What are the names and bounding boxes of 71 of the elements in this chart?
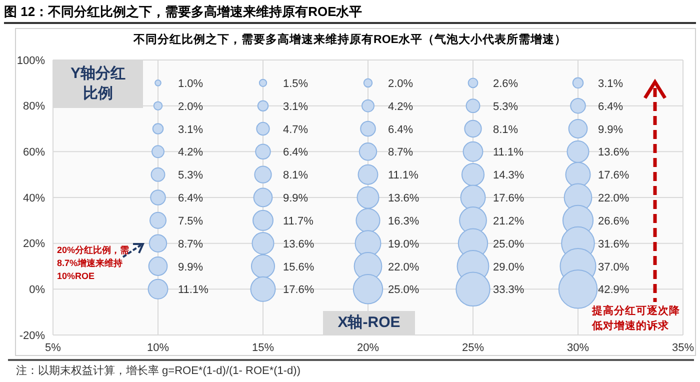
data-label: 8.7% xyxy=(178,238,204,250)
data-label: 8.7% xyxy=(388,146,414,159)
y-tick-label: 20% xyxy=(22,238,46,250)
data-label: 4.2% xyxy=(388,100,414,113)
y-tick-label: 100% xyxy=(16,54,46,67)
data-label: 22.0% xyxy=(388,261,420,274)
chart-subtitle: 不同分红比例之下，需要多高增速来维持原有ROE水平（气泡大小代表所需增速） xyxy=(132,32,568,47)
data-label: 25.0% xyxy=(388,284,420,296)
data-label: 22.0% xyxy=(598,192,630,204)
data-label: 1.5% xyxy=(283,78,308,90)
y-tick-label: 80% xyxy=(22,100,46,113)
data-label: 5.3% xyxy=(493,100,518,113)
data-label: 13.6% xyxy=(283,238,314,250)
data-label: 8.1% xyxy=(283,170,308,182)
x-tick-label: 35% xyxy=(672,342,694,354)
data-label: 9.9% xyxy=(283,192,308,204)
data-label: 8.1% xyxy=(493,124,518,136)
y-axis-title: Y轴分红比例 xyxy=(53,60,143,108)
data-label: 29.0% xyxy=(493,261,524,274)
x-tick-label: 25% xyxy=(462,342,484,354)
annotation: 提高分红可逐次降低对增速的诉求 xyxy=(592,304,681,334)
data-label: 3.1% xyxy=(283,100,308,113)
data-label: 6.4% xyxy=(283,146,308,159)
data-label: 42.9% xyxy=(598,284,630,296)
data-label: 37.0% xyxy=(598,261,630,274)
data-label: 3.1% xyxy=(178,124,204,136)
data-label: 3.1% xyxy=(598,78,624,90)
y-tick-label: 0% xyxy=(29,284,46,296)
data-label: 6.4% xyxy=(598,100,624,113)
data-label: 21.2% xyxy=(493,215,524,228)
data-label: 31.6% xyxy=(598,238,630,250)
x-tick-label: 30% xyxy=(566,342,590,354)
data-label: 15.6% xyxy=(283,261,314,274)
y-tick-label: -20% xyxy=(19,330,46,342)
chart-title: 图 12：不同分红比例之下，需要多高增速来维持原有ROE水平 xyxy=(4,3,362,21)
data-label: 16.3% xyxy=(388,215,420,228)
data-label: 9.9% xyxy=(178,261,204,274)
data-label: 17.6% xyxy=(283,284,314,296)
y-tick-label: 60% xyxy=(22,146,46,159)
annotation: 20%分红比例，需8.7%增速来维持10%ROE xyxy=(57,244,130,284)
x-tick-label: 15% xyxy=(252,342,274,354)
data-label: 19.0% xyxy=(388,238,420,250)
data-label: 17.6% xyxy=(598,170,630,182)
data-label: 6.4% xyxy=(178,192,204,204)
data-label: 2.6% xyxy=(493,78,518,90)
data-label: 11.1% xyxy=(178,284,209,296)
data-label: 4.7% xyxy=(283,124,308,136)
x-tick-label: 10% xyxy=(146,342,170,354)
data-label: 2.0% xyxy=(388,78,414,90)
data-label: 7.5% xyxy=(178,215,204,228)
data-label: 17.6% xyxy=(493,192,524,204)
data-label: 26.6% xyxy=(598,215,630,228)
data-label: 13.6% xyxy=(388,192,420,204)
data-label: 6.4% xyxy=(388,124,414,136)
data-label: 11.7% xyxy=(283,215,314,228)
data-label: 11.1% xyxy=(388,170,419,182)
data-label: 14.3% xyxy=(493,170,524,182)
y-tick-label: 40% xyxy=(22,192,46,204)
data-label: 33.3% xyxy=(493,284,524,296)
x-tick-label: 20% xyxy=(356,342,380,354)
data-label: 5.3% xyxy=(178,170,204,182)
data-label: 1.0% xyxy=(178,78,204,90)
x-tick-label: 5% xyxy=(45,342,62,354)
data-label: 11.1% xyxy=(493,146,524,159)
data-label: 25.0% xyxy=(493,238,524,250)
x-axis-title: X轴-ROE xyxy=(323,311,415,335)
data-label: 4.2% xyxy=(178,146,204,159)
text: 注：以期末权益计算，增长率 g=ROE*(1-d)/(1- ROE*(1-d)) xyxy=(16,364,301,378)
data-label: 13.6% xyxy=(598,146,630,159)
data-label: 2.0% xyxy=(178,100,204,113)
data-label: 9.9% xyxy=(598,124,624,136)
